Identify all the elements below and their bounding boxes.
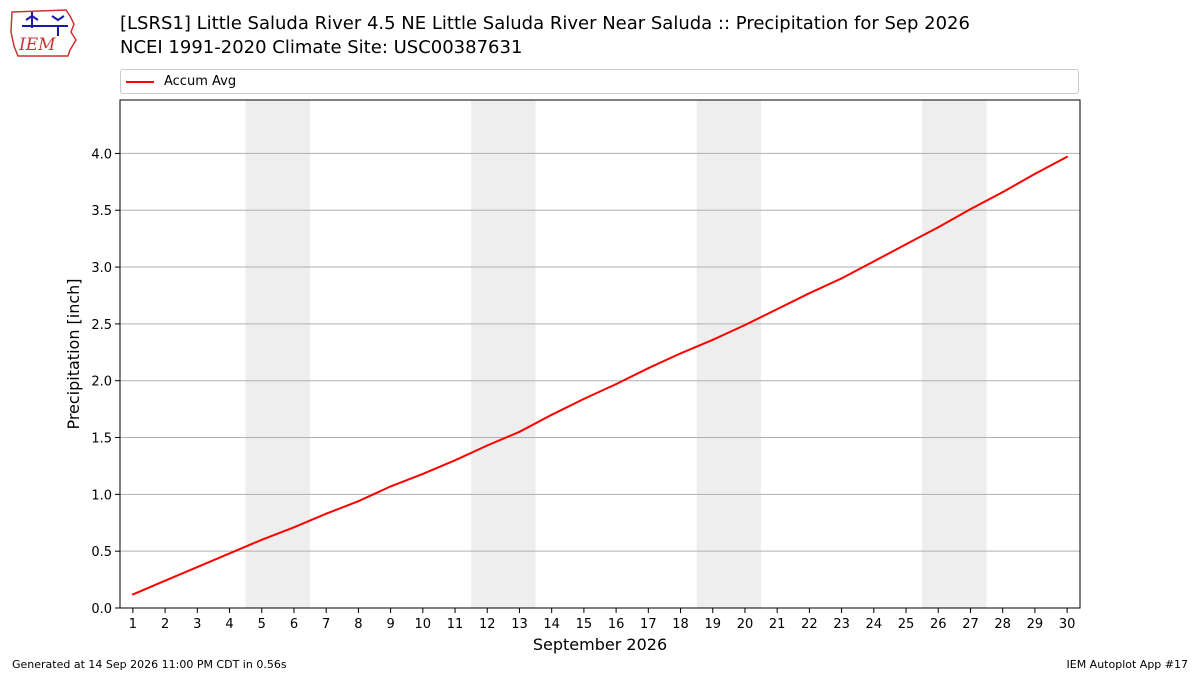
x-tick-label: 27 [962,617,979,632]
x-tick-label: 10 [415,617,432,632]
y-tick-label: 1.0 [91,488,112,503]
data-point [872,260,875,263]
data-point [776,308,779,311]
data-point [679,352,682,355]
data-point [582,397,585,400]
x-tick-label: 18 [672,617,689,632]
data-point [131,593,134,596]
x-tick-label: 23 [833,617,850,632]
data-point [260,538,263,541]
x-tick-label: 14 [543,617,560,632]
weekend-band [245,100,311,608]
x-tick-label: 15 [576,617,593,632]
app-label: IEM Autoplot App #17 [1066,658,1189,671]
x-tick-label: 30 [1059,617,1076,632]
legend-label: Accum Avg [164,74,237,89]
x-tick-label: 20 [737,617,754,632]
x-tick-label: 2 [161,617,169,632]
y-tick-label: 1.5 [91,432,112,447]
x-tick-label: 25 [898,617,915,632]
x-tick-label: 4 [225,617,233,632]
data-point [905,243,908,246]
y-tick-label: 0.5 [91,545,112,560]
data-point [389,485,392,488]
data-point [711,338,714,341]
y-tick-label: 2.5 [91,318,112,333]
data-point [164,579,167,582]
x-tick-label: 7 [322,617,330,632]
weekend-band [471,100,536,608]
x-tick-label: 24 [866,617,883,632]
data-point [325,512,328,515]
legend-swatch [126,81,154,83]
data-point [615,383,618,386]
y-tick-label: 3.5 [91,204,112,219]
x-tick-label: 22 [801,617,818,632]
series-line [132,155,1068,596]
data-point [1001,191,1004,194]
data-point [196,566,199,569]
x-tick-label: 28 [994,617,1011,632]
logo-text: IEM [18,35,56,55]
generated-timestamp: Generated at 14 Sep 2026 11:00 PM CDT in… [12,658,287,671]
y-tick-label: 0.0 [91,602,112,617]
data-point [1033,172,1036,175]
x-tick-label: 19 [704,617,721,632]
x-tick-label: 29 [1027,617,1044,632]
x-tick-label: 17 [640,617,657,632]
data-point [840,277,843,280]
y-tick-label: 4.0 [91,147,112,162]
x-tick-label: 16 [608,617,625,632]
x-tick-label: 5 [258,617,266,632]
data-point [454,459,457,462]
data-point [937,226,940,229]
data-point [808,292,811,295]
x-axis-label: September 2026 [533,635,667,654]
weather-station-icon [22,12,68,36]
data-point [421,472,424,475]
plot-frame [119,99,1081,609]
data-point [518,430,521,433]
weekend-band [696,100,762,608]
y-tick-label: 2.0 [91,375,112,390]
x-tick-label: 6 [290,617,298,632]
data-point [1066,155,1069,158]
data-point [969,208,972,211]
iowa-outline-icon [10,9,77,57]
x-tick-label: 9 [386,617,394,632]
x-tick-label: 13 [511,617,528,632]
x-tick-label: 26 [930,617,947,632]
x-tick-label: 21 [769,617,786,632]
x-tick-label: 3 [193,617,201,632]
data-point [743,324,746,327]
data-point [357,500,360,503]
data-point [292,526,295,529]
weekend-band [922,100,987,608]
data-point [486,444,489,447]
x-tick-label: 8 [354,617,362,632]
chart-title: [LSRS1] Little Saluda River 4.5 NE Littl… [120,13,970,34]
data-point [647,367,650,370]
chart-subtitle: NCEI 1991-2020 Climate Site: USC00387631 [120,37,523,58]
y-axis-label: Precipitation [inch] [64,278,83,429]
x-tick-label: 1 [129,617,137,632]
y-tick-label: 3.0 [91,261,112,276]
x-tick-label: 11 [447,617,464,632]
data-point [228,552,231,555]
x-tick-label: 12 [479,617,496,632]
iem-logo: IEM [8,6,82,62]
data-point [550,413,553,416]
legend: Accum Avg [120,69,1079,94]
